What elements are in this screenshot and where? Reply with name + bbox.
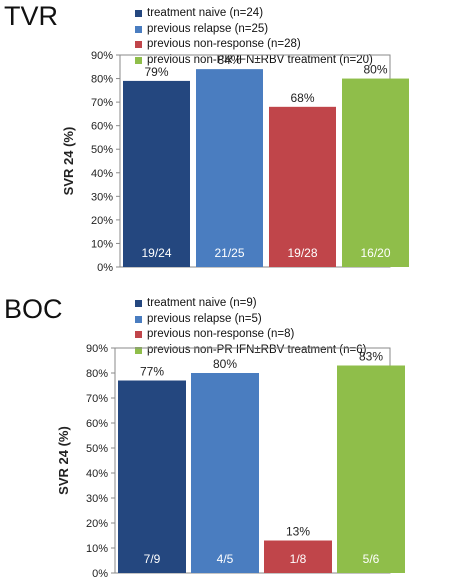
y-tick-label: 60%: [91, 121, 113, 133]
y-tick-label: 0%: [97, 262, 113, 274]
legend-item: previous non-PR IFN±RBV treatment (n=6): [135, 343, 366, 359]
bar-2: [196, 69, 263, 267]
legend-item: previous relapse (n=5): [135, 312, 366, 328]
y-tick-label: 0%: [92, 568, 108, 577]
y-tick-label: 90%: [91, 50, 113, 62]
y-tick-label: 40%: [86, 468, 108, 480]
bar-fraction-label: 16/20: [360, 246, 390, 260]
y-tick-label: 90%: [86, 343, 108, 355]
y-tick-label: 10%: [91, 238, 113, 250]
legend-swatch: [135, 25, 142, 33]
legend-label: previous relapse (n=5): [147, 312, 262, 325]
bar-fraction-label: 5/6: [363, 552, 380, 566]
boc-chart-panel: BOC treatment naive (n=9) previous relap…: [0, 290, 472, 577]
legend-item: treatment naive (n=24): [135, 6, 373, 22]
tvr-chart-panel: TVR treatment naive (n=24) previous rela…: [4, 1, 409, 274]
legend-swatch: [135, 56, 142, 64]
legend-label: treatment naive (n=9): [147, 297, 257, 309]
chart-legend: treatment naive (n=24) previous relapse …: [135, 6, 373, 68]
legend-label: previous non-PR IFN±RBV treatment (n=6): [147, 343, 367, 356]
legend-item: previous relapse (n=25): [135, 22, 373, 38]
bar-3: [264, 540, 332, 573]
legend-swatch: [135, 315, 142, 323]
panel-title: TVR: [4, 1, 58, 31]
y-axis-label: SVR 24 (%): [56, 426, 71, 495]
bar-fraction-label: 19/24: [141, 246, 171, 260]
panel-title: BOC: [4, 294, 63, 324]
y-tick-label: 80%: [91, 74, 113, 86]
bar-4: [337, 365, 405, 573]
legend-label: previous non-PR IFN±RBV treatment (n=20): [147, 53, 373, 66]
legend-swatch: [135, 10, 142, 18]
y-tick-label: 60%: [86, 418, 108, 430]
bar-chart-plot: 0% 10% 20% 30% 40% 50% 60% 70% 80% 90% SVR 24 (%) 7…: [61, 50, 409, 274]
y-tick-label: 70%: [86, 393, 108, 405]
y-tick-label: 80%: [86, 368, 108, 380]
y-tick-label: 20%: [91, 215, 113, 227]
bar-1: [123, 80, 190, 268]
legend-item: treatment naive (n=9): [135, 296, 366, 312]
bar-value-label: 80%: [363, 63, 387, 77]
y-tick-label: 50%: [86, 443, 108, 455]
bar-value-label: 84%: [217, 53, 241, 67]
legend-label: previous non-response (n=8): [147, 328, 295, 340]
y-tick-label: 10%: [86, 543, 108, 555]
y-axis-label: SVR 24 (%): [61, 127, 76, 196]
legend-item: previous non-PR IFN±RBV treatment (n=20): [135, 53, 373, 69]
y-tick-label: 30%: [86, 493, 108, 505]
legend-label: previous relapse (n=25): [147, 22, 269, 35]
bar-value-label: 68%: [290, 91, 314, 105]
bar-chart-plot: 0% 10% 20% 30% 40% 50% 60% 70% 80% 90% SVR 24 (%) 7…: [56, 343, 405, 577]
bar-value-label: 79%: [144, 65, 168, 79]
legend-item: previous non-response (n=8): [135, 327, 366, 343]
bar-value-label: 80%: [213, 357, 237, 371]
bar-fraction-label: 21/25: [214, 246, 244, 260]
y-tick-label: 50%: [91, 144, 113, 156]
bar-2: [191, 373, 259, 573]
bar-fraction-label: 19/28: [287, 246, 317, 260]
bar-4: [342, 78, 409, 267]
legend-swatch: [135, 346, 142, 354]
legend-label: previous non-response (n=28): [147, 38, 301, 50]
bar-value-label: 83%: [359, 350, 383, 364]
legend-label: treatment naive (n=24): [147, 7, 264, 19]
y-tick-label: 70%: [91, 97, 113, 109]
legend-swatch: [135, 41, 142, 49]
bar-value-label: 13%: [286, 525, 310, 539]
chart-legend: treatment naive (n=9) previous relapse (…: [135, 296, 366, 358]
y-tick-label: 30%: [91, 191, 113, 203]
bar-fraction-label: 7/9: [144, 552, 161, 566]
y-tick-label: 20%: [86, 518, 108, 530]
bar-1: [118, 380, 186, 573]
legend-swatch: [135, 300, 142, 308]
bar-value-label: 77%: [140, 365, 164, 379]
legend-item: previous non-response (n=28): [135, 37, 373, 53]
legend-swatch: [135, 331, 142, 339]
y-tick-label: 40%: [91, 168, 113, 180]
bar-3: [269, 106, 336, 267]
bar-fraction-label: 1/8: [290, 552, 307, 566]
bar-fraction-label: 4/5: [217, 552, 234, 566]
